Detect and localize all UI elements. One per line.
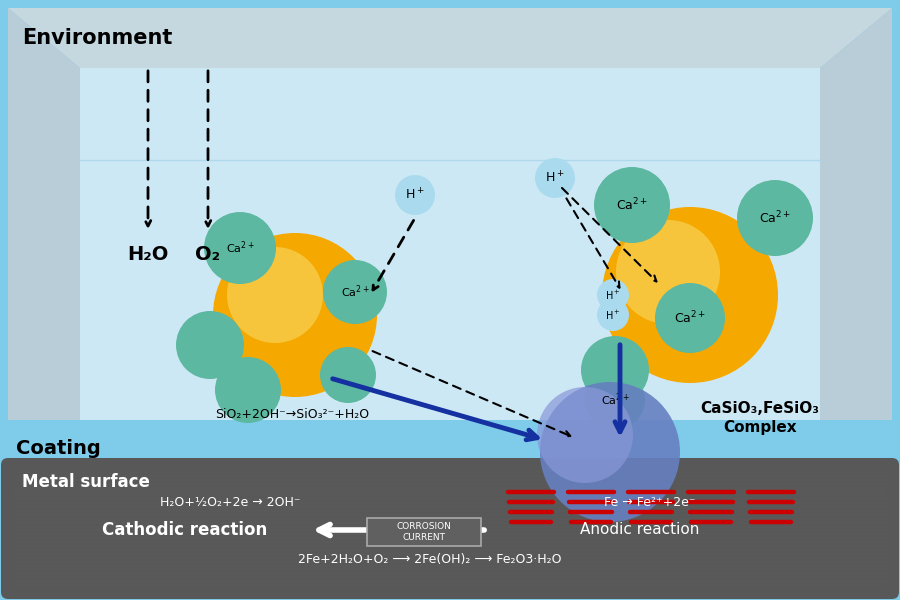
Polygon shape (8, 8, 80, 460)
Circle shape (176, 311, 244, 379)
Circle shape (537, 387, 633, 483)
Circle shape (597, 279, 629, 311)
Polygon shape (820, 8, 892, 460)
Polygon shape (8, 8, 892, 68)
Circle shape (215, 357, 281, 423)
Circle shape (204, 212, 276, 284)
Text: Ca$^{2+}$: Ca$^{2+}$ (616, 197, 648, 213)
Text: Metal surface: Metal surface (22, 473, 150, 491)
Text: Coating: Coating (16, 439, 101, 457)
Text: CaSiO₃,FeSiO₃
Complex: CaSiO₃,FeSiO₃ Complex (700, 401, 820, 436)
Text: Ca$^{2+}$: Ca$^{2+}$ (226, 239, 255, 256)
Circle shape (395, 175, 435, 215)
Circle shape (540, 382, 680, 522)
FancyBboxPatch shape (8, 420, 892, 472)
Text: H$^+$: H$^+$ (605, 289, 621, 302)
Text: O₂: O₂ (195, 245, 220, 264)
Text: CORROSION
CURRENT: CORROSION CURRENT (397, 522, 452, 542)
Text: 2Fe+2H₂O+O₂ ⟶ 2Fe(OH)₂ ⟶ Fe₂O3·H₂O: 2Fe+2H₂O+O₂ ⟶ 2Fe(OH)₂ ⟶ Fe₂O3·H₂O (298, 553, 562, 566)
Circle shape (323, 260, 387, 324)
Text: H₂O+½O₂+2e → 2OH⁻: H₂O+½O₂+2e → 2OH⁻ (160, 497, 301, 509)
Text: Environment: Environment (22, 28, 173, 48)
Text: Cathodic reaction: Cathodic reaction (103, 521, 267, 539)
Text: Fe → Fe²⁺+2e⁻: Fe → Fe²⁺+2e⁻ (604, 497, 696, 509)
Text: H₂O: H₂O (127, 245, 168, 264)
Circle shape (602, 207, 778, 383)
Circle shape (616, 220, 720, 324)
Circle shape (594, 167, 670, 243)
Text: Ca$^{2+}$: Ca$^{2+}$ (759, 209, 791, 226)
FancyBboxPatch shape (80, 68, 820, 420)
Text: SiO₂+2OH⁻→SiO₃²⁻+H₂O: SiO₂+2OH⁻→SiO₃²⁻+H₂O (215, 408, 369, 421)
Circle shape (581, 336, 649, 404)
Circle shape (227, 247, 323, 343)
Polygon shape (8, 420, 892, 460)
Circle shape (737, 180, 813, 256)
Text: Ca$^{2+}$: Ca$^{2+}$ (340, 284, 369, 300)
Circle shape (655, 283, 725, 353)
Text: Ca$^{2+}$: Ca$^{2+}$ (600, 392, 629, 408)
Circle shape (597, 299, 629, 331)
Text: H$^+$: H$^+$ (605, 308, 621, 322)
Text: H$^+$: H$^+$ (545, 170, 565, 185)
Circle shape (320, 347, 376, 403)
Circle shape (585, 370, 645, 430)
Circle shape (213, 233, 377, 397)
Text: H$^+$: H$^+$ (405, 187, 425, 203)
FancyBboxPatch shape (367, 518, 481, 546)
Circle shape (535, 158, 575, 198)
FancyBboxPatch shape (1, 458, 899, 599)
Text: Anodic reaction: Anodic reaction (580, 523, 699, 538)
Text: Ca$^{2+}$: Ca$^{2+}$ (674, 310, 706, 326)
